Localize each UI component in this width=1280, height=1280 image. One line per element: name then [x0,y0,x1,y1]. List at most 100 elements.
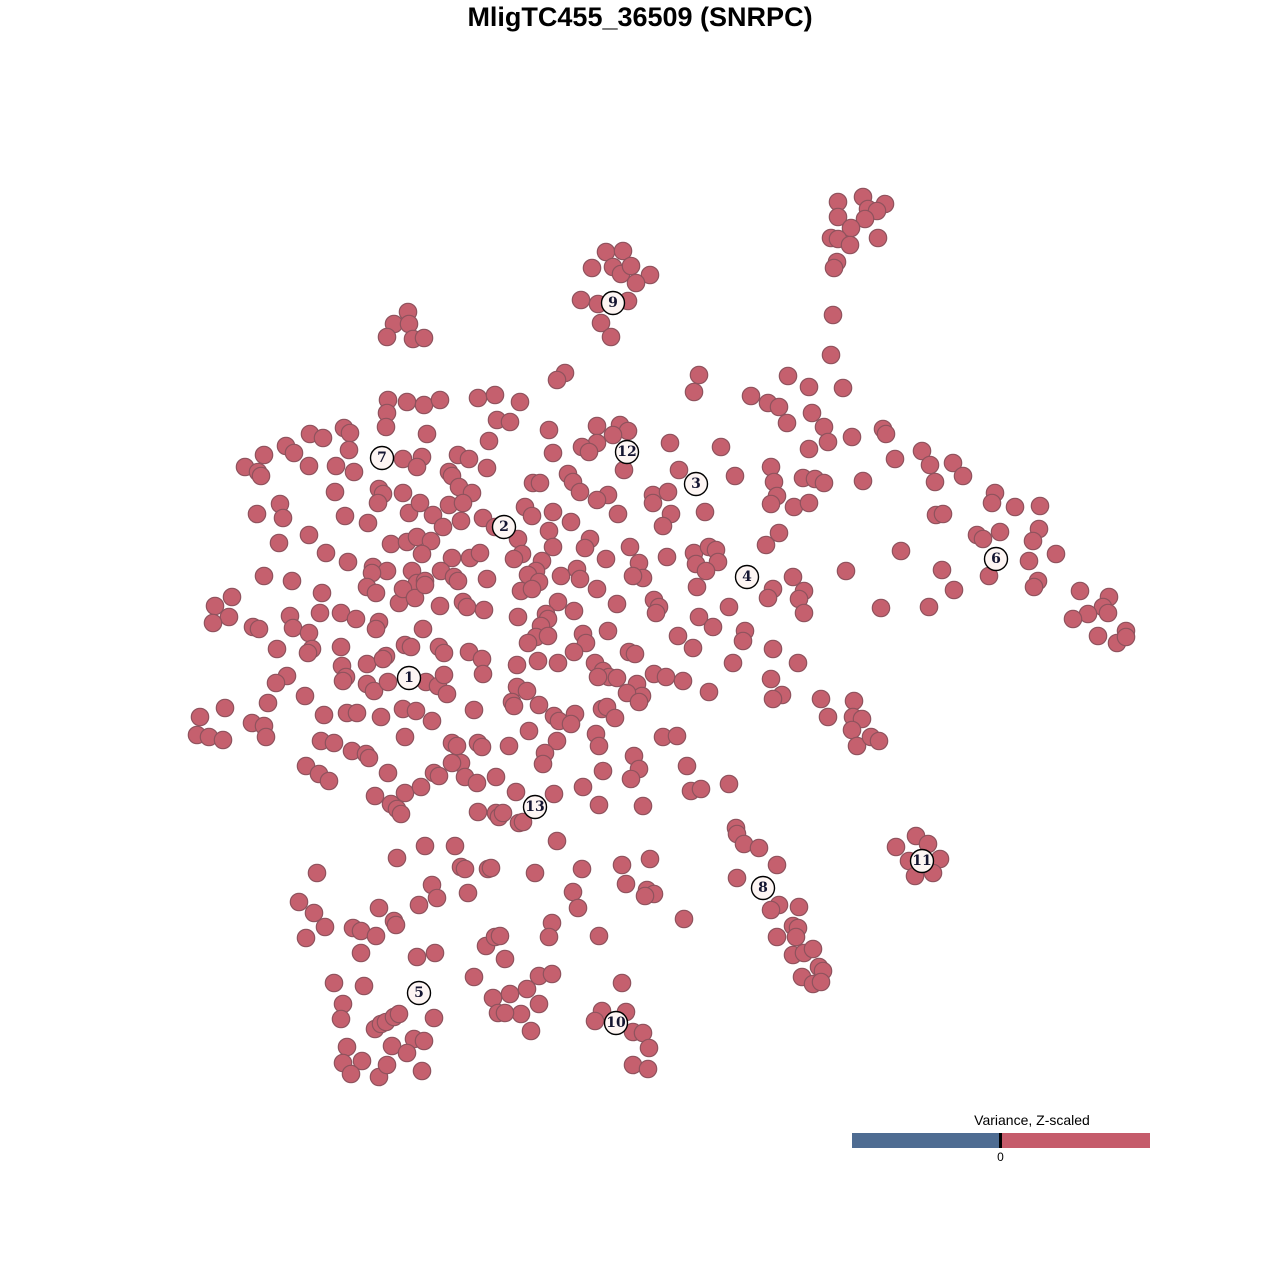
data-point [605,708,625,728]
data-point [393,449,413,469]
data-point [674,909,694,929]
cluster-label: 2 [491,514,517,540]
data-point [575,538,595,558]
data-point [547,370,567,390]
data-point [366,583,386,603]
data-point [1046,544,1066,564]
data-point [525,863,545,883]
data-point [561,512,581,532]
data-point [414,328,434,348]
cluster-label-circle [406,980,432,1006]
data-point [307,863,327,883]
data-point [283,618,303,638]
data-point [378,763,398,783]
data-point [842,427,862,447]
data-point [625,644,645,664]
data-point [397,392,417,412]
data-point [871,598,891,618]
data-point [434,665,454,685]
data-point [333,671,353,691]
data-point [282,571,302,591]
data-point [616,874,636,894]
data-point [564,642,584,662]
data-point [786,927,806,947]
data-point [447,736,467,756]
data-point [593,761,613,781]
data-point [395,727,415,747]
data-point [453,493,473,513]
data-point [481,858,501,878]
data-point [389,1004,409,1024]
cluster-label-number: 1 [404,670,414,686]
data-point [346,609,366,629]
data-point [733,631,753,651]
data-point [427,888,447,908]
data-point [470,543,490,563]
data-point [407,457,427,477]
data-point [589,795,609,815]
data-point [587,579,607,599]
data-point [853,471,873,491]
data-point [448,571,468,591]
data-point [411,777,431,797]
data-point [811,689,831,709]
data-point [468,802,488,822]
data-point [925,472,945,492]
data-point [588,667,608,687]
data-point [373,649,393,669]
data-point [472,737,492,757]
data-point [626,273,646,293]
cluster-label: 1 [396,665,422,691]
data-point [414,395,434,415]
data-point [406,701,426,721]
data-point [842,720,862,740]
data-point [477,458,497,478]
data-point [657,547,677,567]
cluster-label-circle [983,546,1009,572]
legend-tick-label: 0 [997,1150,1004,1164]
data-point [638,1059,658,1079]
cluster-label: 7 [369,445,395,471]
data-point [719,597,739,617]
data-point [254,445,274,465]
cluster-label-circle [734,564,760,590]
data-point [507,655,527,675]
cluster-label-number: 7 [377,450,387,466]
data-point [315,917,335,937]
data-point [1070,581,1090,601]
data-point [324,733,344,753]
cluster-label-number: 13 [525,799,544,815]
data-point [601,327,621,347]
data-point [445,836,465,856]
data-point [990,522,1010,542]
data-point [1023,531,1043,551]
data-point [518,633,538,653]
data-point [378,672,398,692]
cluster-label-number: 6 [991,551,1001,567]
data-point [695,502,715,522]
data-point [623,566,643,586]
data-point [205,596,225,616]
data-point [337,1037,357,1057]
data-point [485,385,505,405]
data-point [725,466,745,486]
data-point [352,1051,372,1071]
data-point [519,721,539,741]
data-point [761,900,781,920]
data-point [612,973,632,993]
data-point [331,1009,351,1029]
data-point [758,588,778,608]
data-point [249,619,269,639]
data-point [548,592,568,612]
data-point [703,617,723,637]
data-point [474,600,494,620]
data-point [933,504,953,524]
cluster-label-circle [909,848,935,874]
data-point [844,691,864,711]
cluster-label-circle [614,439,640,465]
data-point [397,1043,417,1063]
data-point [500,984,520,1004]
data-point [421,531,441,551]
data-point [571,290,591,310]
data-point [377,327,397,347]
